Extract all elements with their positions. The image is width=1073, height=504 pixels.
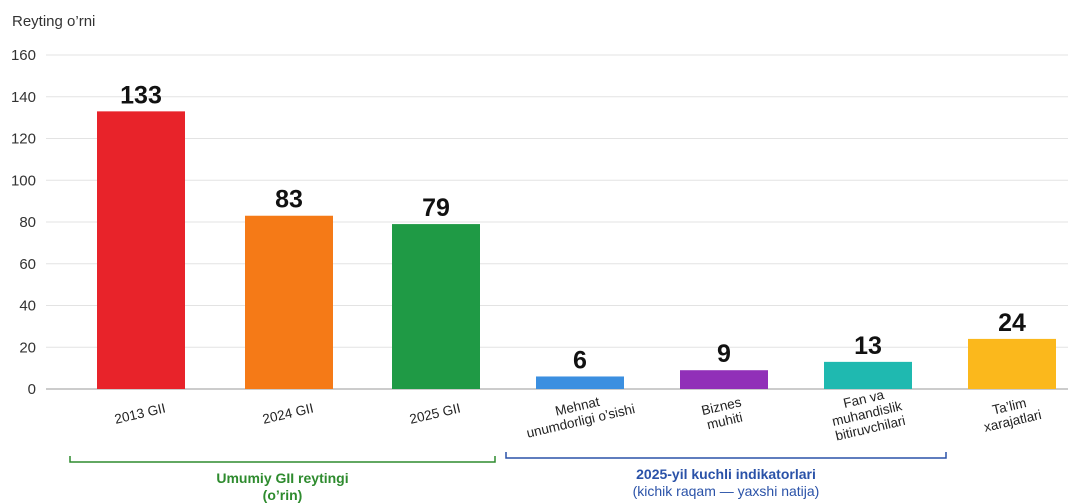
y-tick-label: 0 [28, 381, 36, 398]
group-label: Umumiy GII reytingi [216, 470, 348, 486]
y-tick-label: 160 [11, 47, 36, 64]
group-bracket [505, 452, 947, 459]
value-label: 79 [422, 194, 450, 222]
value-label: 6 [573, 346, 587, 374]
group-bracket [69, 456, 496, 463]
y-tick-label: 40 [19, 298, 36, 315]
value-labels: 133 83 79 6 9 13 24 [120, 81, 1026, 374]
value-label: 9 [717, 340, 731, 368]
bar [824, 361, 912, 389]
bar [245, 215, 333, 389]
bar [392, 224, 480, 389]
category-label: Biznesmuhiti [700, 394, 746, 432]
y-tick-label: 100 [11, 172, 36, 189]
category-label: 2024 GII [261, 400, 315, 426]
category-label: Mehnatunumdorligi o’sishi [522, 387, 637, 441]
gridlines [46, 54, 1068, 390]
y-tick-label: 20 [19, 339, 36, 356]
bar [97, 111, 185, 390]
category-labels: 2013 GII 2024 GII 2025 GII Mehnatunumdorlig… [113, 384, 1043, 444]
category-label: Fan vamuhandislikbitiruvchilari [827, 384, 907, 444]
group-sublabel: (o’rin) [263, 487, 303, 503]
y-axis-ticks: 0 20 40 60 80 100 120 140 160 [11, 47, 36, 398]
bars [97, 111, 1056, 390]
value-label: 83 [275, 186, 303, 214]
category-label: 2013 GII [113, 400, 167, 426]
bar [680, 370, 768, 389]
category-label-line: 2013 GII [113, 400, 167, 426]
category-label-line: 2025 GII [408, 400, 462, 426]
category-label-line: 2024 GII [261, 400, 315, 426]
y-tick-label: 80 [19, 214, 36, 231]
y-tick-label: 60 [19, 256, 36, 273]
group-label: 2025-yil kuchli indikatorlari [636, 466, 816, 482]
category-label: 2025 GII [408, 400, 462, 426]
value-label: 13 [854, 332, 882, 360]
y-tick-label: 140 [11, 89, 36, 106]
bar [536, 376, 624, 389]
value-label: 24 [998, 309, 1026, 337]
value-label: 133 [120, 81, 162, 109]
group-brackets: Umumiy GII reytingi(o’rin) 2025-yil kuchl… [69, 452, 947, 503]
y-axis-label: Reyting o’rni [12, 13, 95, 30]
y-tick-label: 120 [11, 131, 36, 148]
category-label: Ta’limxarajatlari [979, 392, 1043, 434]
group-sublabel: (kichik raqam — yaxshi natija) [633, 483, 820, 499]
bar [968, 338, 1056, 389]
